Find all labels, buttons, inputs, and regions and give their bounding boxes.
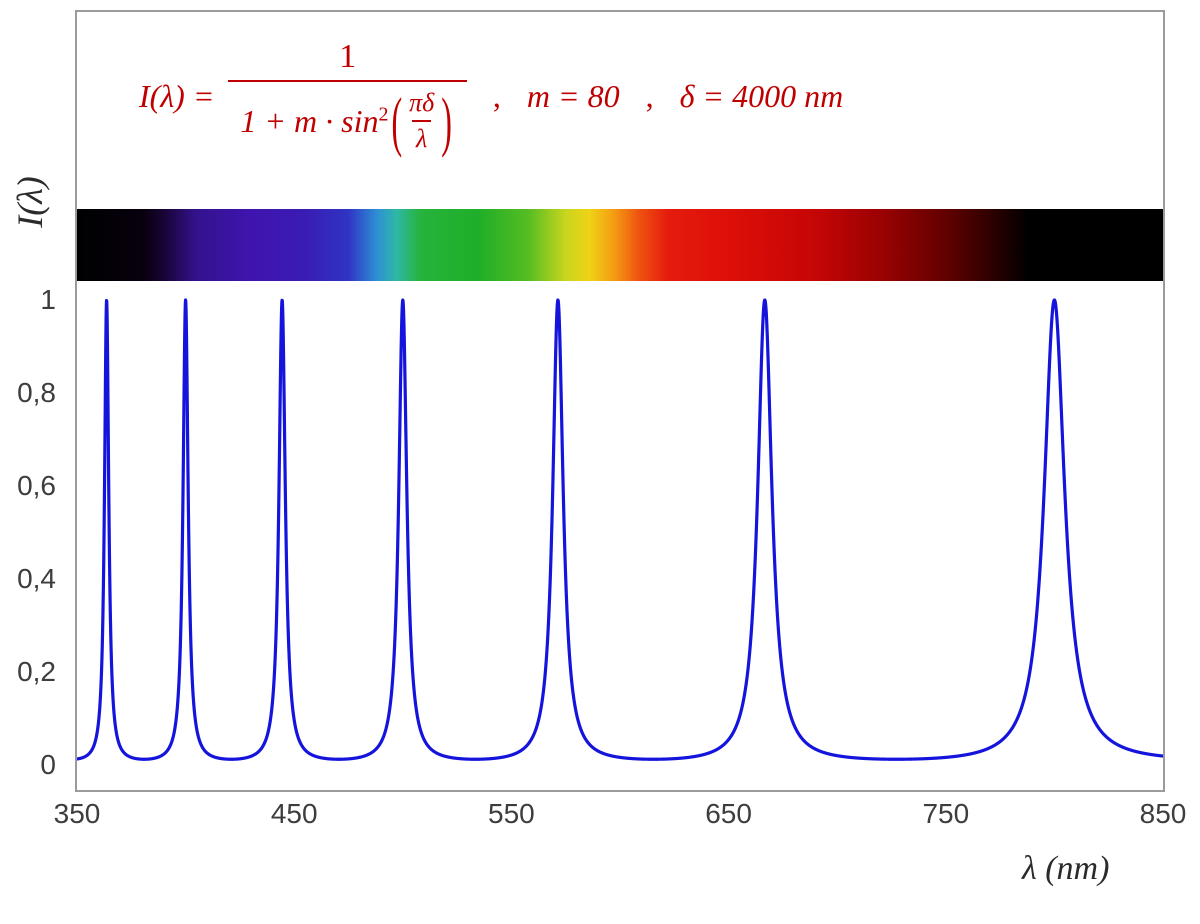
y-tick-label: 0,8 [17, 377, 56, 408]
parameter-delta: δ = 4000 nm [679, 77, 844, 114]
parameter-m: m = 80 [526, 77, 620, 114]
equation-inner-fraction: πδ λ [405, 88, 438, 154]
y-tick-label: 0,4 [17, 563, 56, 594]
separator-comma: , [492, 77, 501, 114]
x-tick-label: 450 [270, 798, 318, 829]
x-axis-tick-labels: 350 450 550 650 750 850 [54, 798, 1187, 834]
plot-frame: I(λ) = 1 1 + m · sin2 ( πδ λ ) , m = 80 … [75, 10, 1165, 792]
equation: I(λ) = 1 1 + m · sin2 ( πδ λ ) , m = 80 … [77, 38, 1163, 158]
x-tick-label: 550 [488, 798, 535, 829]
equation-denominator: 1 + m · sin2 ( πδ λ ) [228, 80, 467, 158]
inner-fraction-denominator: λ [412, 120, 432, 154]
equation-numerator: 1 [339, 38, 357, 75]
sin-squared-exponent: 2 [378, 102, 389, 125]
intensity-curve-plot [77, 298, 1163, 761]
y-tick-label: 1 [40, 284, 56, 315]
x-axis-title: λ (nm) [1022, 850, 1110, 887]
close-paren: ) [441, 82, 452, 158]
y-axis-tick-labels: 1 0,8 0,6 0,4 0,2 0 [0, 0, 64, 924]
equation-lhs: I(λ) = [139, 77, 215, 114]
x-tick-label: 850 [1139, 798, 1187, 829]
x-tick-label: 350 [53, 798, 101, 829]
x-tick-label: 750 [922, 798, 970, 829]
y-axis-title: I(λ) [10, 176, 50, 228]
equation-denominator-text: 1 + m · sin2 [240, 102, 389, 139]
separator-comma: , [645, 77, 654, 114]
y-tick-label: 0 [40, 749, 56, 780]
open-paren: ( [391, 82, 403, 158]
y-tick-label: 0,6 [17, 470, 56, 501]
intensity-curve-path [77, 298, 1163, 761]
inner-fraction-numerator: πδ [409, 88, 435, 117]
x-tick-label: 650 [705, 798, 752, 829]
equation-main-fraction: 1 1 + m · sin2 ( πδ λ ) [228, 38, 467, 158]
visible-spectrum-bar [77, 209, 1163, 281]
y-tick-label: 0,2 [17, 656, 56, 687]
